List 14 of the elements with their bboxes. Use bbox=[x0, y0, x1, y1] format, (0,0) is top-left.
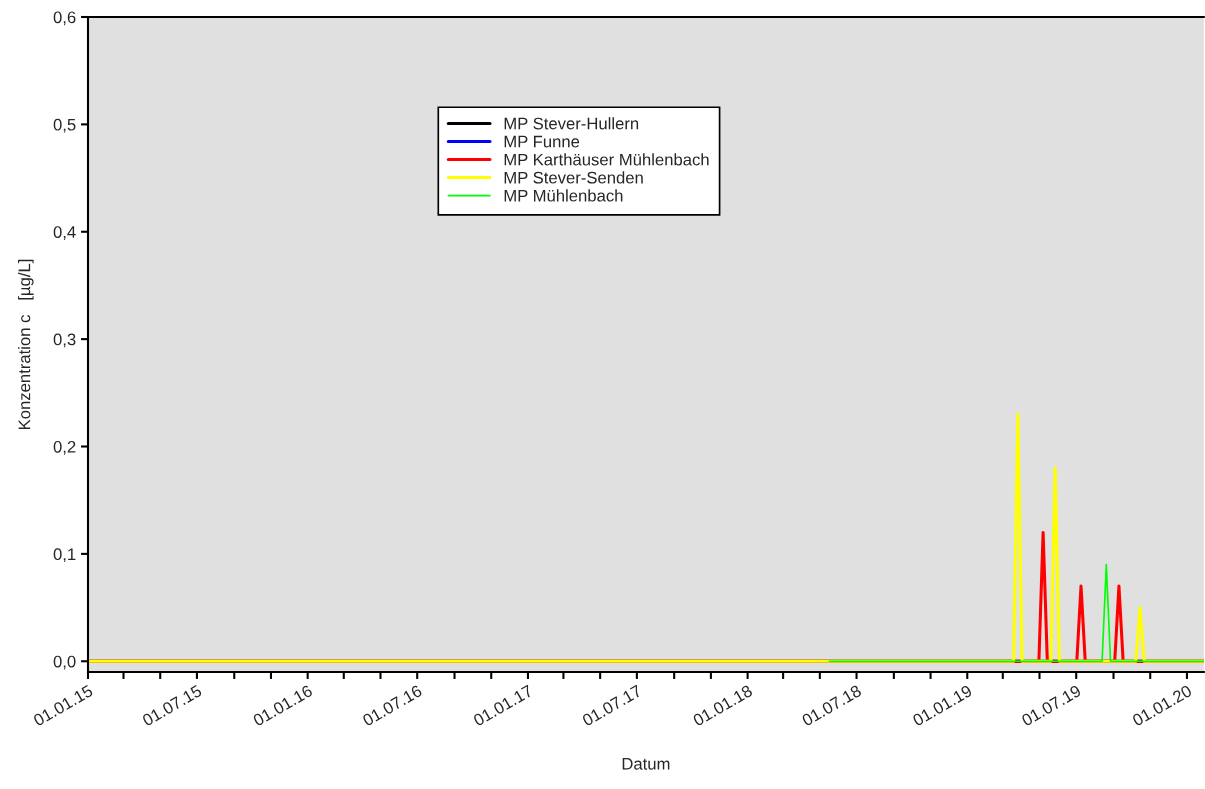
legend-label: MP Stever-Senden bbox=[504, 171, 643, 184]
y-tick-label: 0,4 bbox=[53, 226, 76, 240]
legend-label: MP Funne bbox=[504, 135, 580, 148]
legend-label: MP Stever-Hullern bbox=[504, 117, 639, 130]
y-tick-label: 0,1 bbox=[53, 548, 76, 563]
y-tick-label: 0,5 bbox=[53, 118, 76, 133]
y-tick-label: 0,2 bbox=[53, 440, 76, 455]
legend-label: MP Karthäuser Mühlenbach bbox=[504, 153, 709, 166]
legend-label: MP Mühlenbach bbox=[504, 189, 623, 202]
y-tick-label: 0,3 bbox=[53, 333, 76, 348]
y-tick-label: 0,6 bbox=[53, 11, 76, 26]
y-tick-label: 0,0 bbox=[53, 655, 76, 670]
x-axis-title: Datum bbox=[622, 758, 670, 770]
y-axis-title: Konzentration c [µg/L] bbox=[18, 259, 34, 429]
